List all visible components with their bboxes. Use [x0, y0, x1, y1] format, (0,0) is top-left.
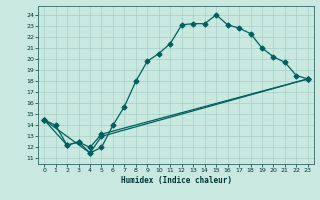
X-axis label: Humidex (Indice chaleur): Humidex (Indice chaleur)	[121, 176, 231, 185]
